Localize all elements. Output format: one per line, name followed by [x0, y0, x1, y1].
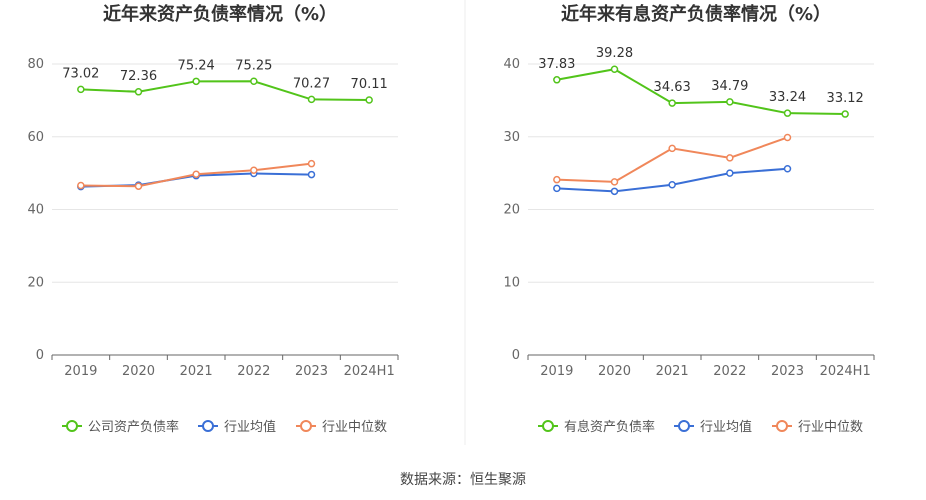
- data-label: 33.24: [769, 90, 806, 105]
- legend-item[interactable]: 行业中位数: [772, 420, 863, 435]
- data-point: [668, 144, 676, 153]
- x-tick-label: 2023: [295, 364, 328, 379]
- data-point: [365, 96, 373, 104]
- data-point: [668, 99, 676, 107]
- data-point: [726, 98, 734, 106]
- y-tick-label: 20: [27, 275, 44, 290]
- x-tick-label: 2024H1: [820, 364, 871, 379]
- y-tick-label: 20: [503, 203, 520, 218]
- legend-item[interactable]: 行业中位数: [296, 420, 387, 435]
- data-point: [610, 187, 619, 196]
- data-point: [783, 133, 792, 142]
- data-point: [192, 77, 200, 86]
- chart-title: 近年来资产负债率情况（%）: [103, 3, 337, 25]
- data-point: [307, 159, 316, 168]
- data-point: [610, 65, 619, 73]
- data-point: [553, 184, 561, 193]
- data-point: [783, 165, 792, 173]
- y-tick-label: 40: [503, 57, 520, 72]
- legend-marker: [542, 420, 554, 432]
- data-label: 34.63: [654, 80, 691, 95]
- legend-marker: [66, 420, 78, 432]
- data-point: [553, 175, 561, 184]
- data-point: [668, 181, 676, 189]
- legend-marker: [202, 420, 214, 432]
- interest-debt-ratio-chart: 近年来有息资产负债率情况（%） 0 10 20 30 40 2019 2020 2021 202…: [503, 3, 875, 435]
- x-tick-label: 2019: [64, 364, 97, 379]
- data-point: [77, 85, 85, 94]
- x-tick-label: 2021: [656, 364, 689, 379]
- data-point: [307, 95, 316, 104]
- y-tick-label: 40: [27, 203, 44, 218]
- data-label: 70.27: [293, 76, 330, 91]
- x-tick-label: 2021: [180, 364, 213, 379]
- data-label: 75.25: [235, 58, 272, 73]
- data-point: [610, 178, 619, 186]
- legend-marker: [678, 420, 690, 432]
- x-tick-label: 2020: [122, 364, 155, 379]
- legend-item[interactable]: 行业均值: [674, 419, 752, 435]
- y-tick-label: 0: [36, 348, 44, 363]
- legend-label: 行业中位数: [798, 420, 863, 435]
- data-point: [250, 166, 258, 174]
- data-label: 75.24: [178, 58, 215, 73]
- data-point: [192, 170, 200, 178]
- series-line: [80, 80, 370, 101]
- data-point: [250, 77, 258, 86]
- x-tick-label: 2022: [713, 364, 746, 379]
- x-tick-label: 2023: [771, 364, 804, 379]
- data-point: [841, 110, 849, 118]
- y-tick-label: 0: [512, 348, 520, 363]
- debt-ratio-chart: 近年来资产负债率情况（%） 0 20 40 60 80 2019 2020 2021 2022 2…: [27, 3, 399, 435]
- data-point: [134, 88, 143, 96]
- x-tick-label: 2020: [598, 364, 631, 379]
- legend-marker: [300, 420, 312, 432]
- legend-label: 行业均值: [700, 419, 752, 435]
- x-tick-label: 2024H1: [344, 364, 395, 379]
- data-point: [726, 154, 734, 162]
- y-tick-label: 10: [503, 275, 520, 290]
- data-label: 34.79: [711, 79, 748, 94]
- chart-title: 近年来有息资产负债率情况（%）: [561, 3, 831, 25]
- y-tick-label: 60: [27, 130, 44, 145]
- data-label: 70.11: [351, 77, 388, 92]
- data-point: [783, 109, 792, 117]
- y-tick-label: 80: [27, 57, 44, 72]
- data-point: [553, 76, 561, 84]
- data-source-label: 数据来源：恒生聚源: [400, 472, 526, 488]
- data-label: 72.36: [120, 69, 157, 84]
- legend-label: 行业均值: [224, 419, 276, 435]
- data-point: [134, 182, 143, 190]
- y-tick-label: 30: [503, 130, 520, 145]
- data-point: [77, 181, 85, 190]
- data-label: 33.12: [827, 91, 864, 106]
- legend-item[interactable]: 行业均值: [198, 419, 276, 435]
- legend-label: 有息资产负债率: [564, 419, 655, 435]
- series-line: [556, 68, 846, 116]
- legend-marker: [776, 420, 788, 432]
- legend-label: 公司资产负债率: [88, 419, 179, 435]
- data-label: 39.28: [596, 46, 633, 61]
- legend-label: 行业中位数: [322, 420, 387, 435]
- data-point: [307, 170, 316, 179]
- data-label: 37.83: [538, 57, 575, 72]
- legend-item[interactable]: 公司资产负债率: [62, 419, 179, 435]
- series-line: [556, 136, 788, 183]
- x-tick-label: 2019: [540, 364, 573, 379]
- x-tick-label: 2022: [237, 364, 270, 379]
- data-label: 73.02: [62, 66, 99, 81]
- data-point: [726, 169, 734, 177]
- legend-item[interactable]: 有息资产负债率: [538, 419, 655, 435]
